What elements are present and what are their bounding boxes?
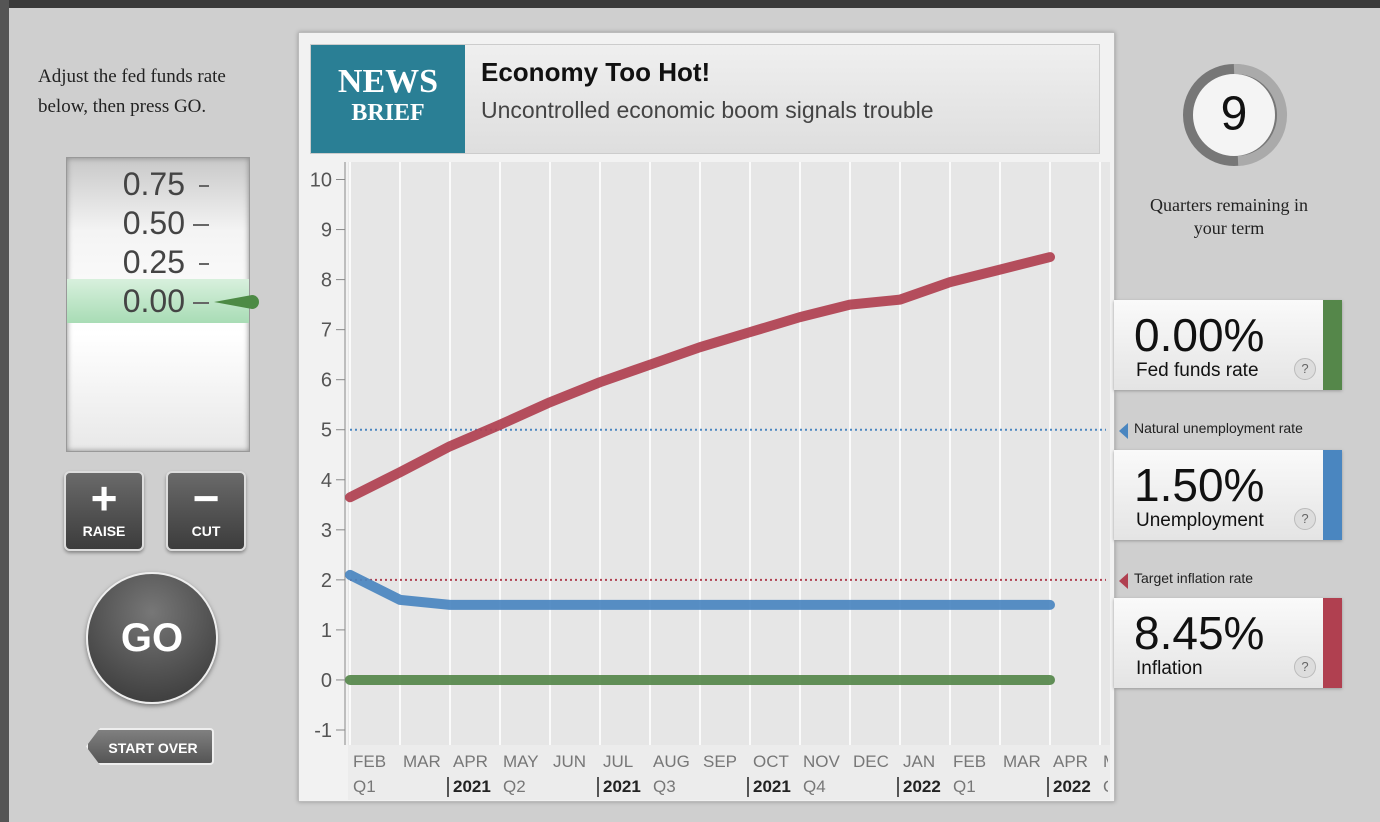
x-tick-label: APR [453, 752, 488, 771]
reference-text: Natural unemployment rate [1134, 419, 1303, 436]
indicator-value: 0.00% [1134, 309, 1265, 361]
series-line [345, 569, 1055, 610]
x-sublabel: Q1 [953, 777, 976, 796]
dial-label: 0.25 [122, 244, 185, 280]
dial-tick [193, 302, 209, 304]
reference-text: Target inflation rate [1134, 569, 1254, 586]
indicator-box: 0.00% Fed funds rate? [1114, 300, 1342, 390]
dial-tick [199, 185, 209, 187]
dial-pointer [214, 295, 259, 309]
x-tick-label: SEP [703, 752, 737, 771]
y-tick-label: 2 [321, 570, 332, 592]
y-tick-label: 0 [321, 670, 332, 692]
reference-label: Natural unemployment rate [1114, 419, 1362, 439]
cut-label: CUT [191, 523, 221, 539]
cut-button[interactable]: − CUT [166, 471, 246, 551]
x-sublabel: 2022 [1053, 777, 1091, 796]
news-badge: NEWS BRIEF [311, 45, 465, 153]
x-sublabel: Q3 [653, 777, 676, 796]
y-tick-label: 5 [321, 420, 332, 442]
y-tick-label: 6 [321, 370, 332, 392]
x-tick-label: MAY [503, 752, 539, 771]
x-tick-label: MAR [1003, 752, 1041, 771]
y-tick-label: -1 [314, 720, 332, 742]
y-tick-label: 9 [321, 220, 332, 242]
raise-label: RAISE [82, 523, 126, 539]
y-tick-label: 10 [310, 170, 332, 192]
y-tick-label: 4 [321, 470, 332, 492]
x-tick-label: DEC [853, 752, 889, 771]
series-line [345, 252, 1055, 503]
indicator-strip [1323, 598, 1342, 688]
x-sublabel: Q4 [803, 777, 826, 796]
rate-dial[interactable]: 0.75 0.50 0.25 0.00 [66, 157, 250, 452]
dial-tick [199, 263, 209, 265]
x-sublabel: Q2 [503, 777, 526, 796]
dial-tick [193, 224, 209, 226]
x-sublabel: 2021 [753, 777, 791, 796]
x-sublabel: Q [1103, 777, 1113, 796]
go-button[interactable]: GO [86, 572, 218, 704]
x-tick-label: OCT [753, 752, 789, 771]
indicator-strip [1323, 300, 1342, 390]
reference-marker [1119, 422, 1128, 439]
quarters-label: Quarters remaining in your term [1150, 195, 1308, 238]
badge-top: NEWS [337, 63, 439, 100]
x-tick-label: FEB [953, 752, 986, 771]
reference-marker [1119, 572, 1128, 589]
news-brief: NEWS BRIEF Economy Too Hot! Uncontrolled… [310, 44, 1100, 154]
subhead: Uncontrolled economic boom signals troub… [481, 97, 934, 123]
x-labels: FEB Q1 MAR APR 2021 MAY Q2 JUN JUL 2021 AUG Q3 SEP OC… [353, 752, 1113, 797]
y-tick-label: 8 [321, 270, 332, 292]
headline: Economy Too Hot! [481, 57, 711, 87]
y-tick-label: 3 [321, 520, 332, 542]
instructions: Adjust the fed funds rate below, then pr… [38, 66, 226, 117]
x-sublabel: 2021 [603, 777, 641, 796]
help-icon[interactable]: ? [1294, 656, 1316, 678]
x-tick-label: M [1103, 752, 1113, 771]
dial-selection [67, 279, 249, 323]
quarters-value: 9 [1221, 88, 1248, 141]
badge-bottom: BRIEF [351, 100, 425, 126]
x-tick-label: NOV [803, 752, 841, 771]
plot-area [348, 162, 1110, 745]
y-tick-label: 1 [321, 620, 332, 642]
indicator-strip [1323, 450, 1342, 540]
quarters-ring: 9 [1183, 63, 1287, 166]
dial-label: 0.50 [122, 205, 185, 241]
indicator-value: 1.50% [1134, 459, 1265, 511]
x-sublabel: 2022 [903, 777, 941, 796]
x-label-area [348, 745, 1110, 800]
x-tick-label: FEB [353, 752, 386, 771]
x-sublabel: Q1 [353, 777, 376, 796]
help-icon[interactable]: ? [1294, 508, 1316, 530]
y-tick-label: 7 [321, 320, 332, 342]
indicator-label: Unemployment [1136, 510, 1264, 531]
reference-label: Target inflation rate [1114, 569, 1362, 589]
x-tick-label: APR [1053, 752, 1088, 771]
x-tick-label: MAR [403, 752, 441, 771]
start-over-button[interactable]: START OVER [86, 728, 214, 765]
x-tick-label: JUN [553, 752, 586, 771]
indicator-label: Fed funds rate [1136, 360, 1259, 381]
x-tick-label: JAN [903, 752, 935, 771]
x-sublabel: 2021 [453, 777, 491, 796]
indicator-label: Inflation [1136, 658, 1203, 679]
indicator-box: 1.50% Unemployment? [1114, 450, 1342, 540]
x-tick-label: AUG [653, 752, 690, 771]
dial-label: 0.75 [122, 166, 185, 202]
raise-button[interactable]: + RAISE [64, 471, 144, 551]
x-tick-label: JUL [603, 752, 633, 771]
left-edge [0, 0, 9, 822]
top-bar [0, 0, 1380, 8]
indicator-value: 8.45% [1134, 607, 1265, 659]
indicator-box: 8.45% Inflation? [1114, 598, 1342, 688]
help-icon[interactable]: ? [1294, 358, 1316, 380]
dial-label: 0.00 [122, 283, 185, 319]
